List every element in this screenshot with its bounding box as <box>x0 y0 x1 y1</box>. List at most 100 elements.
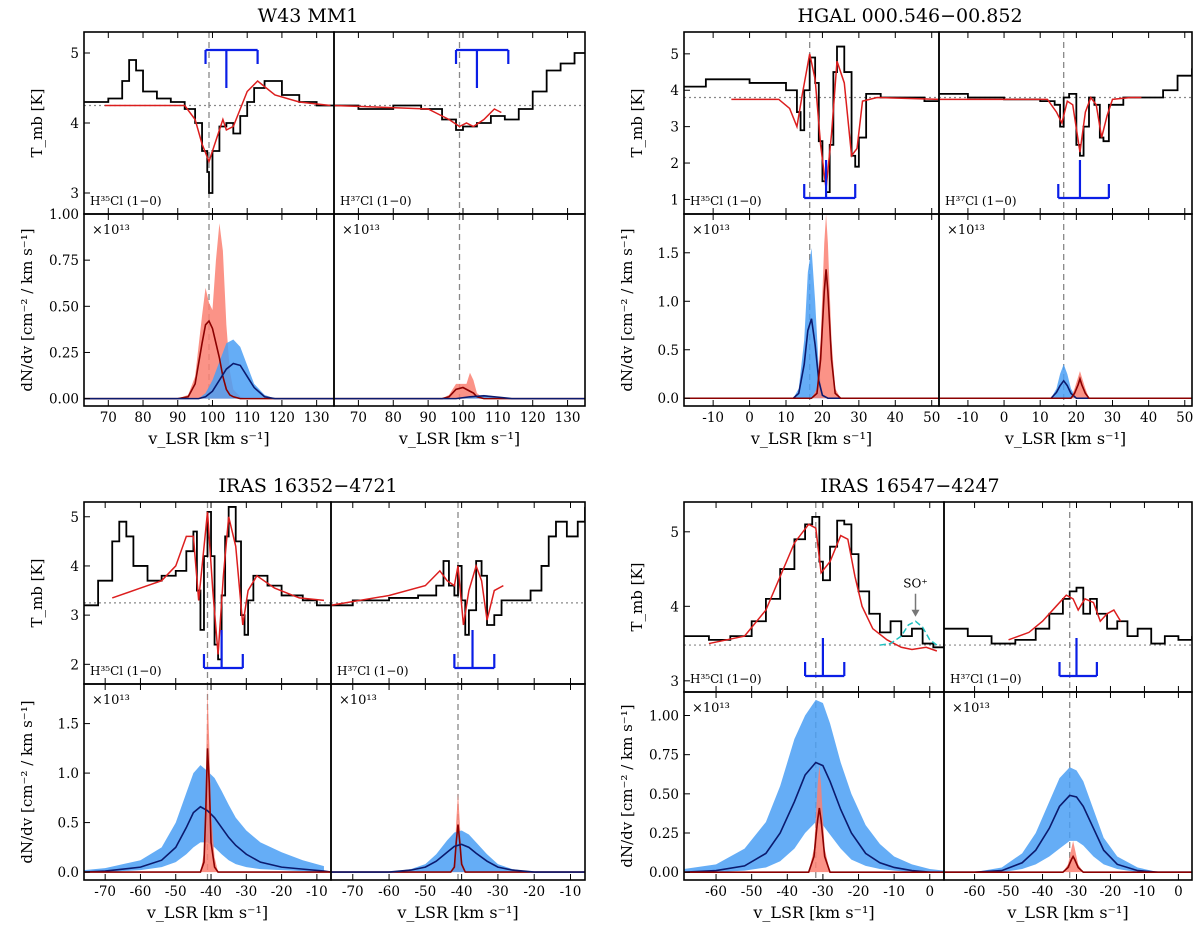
hfs-marker <box>803 638 846 678</box>
spectrum-panel <box>84 502 331 684</box>
x-tick-label: 70 <box>350 410 367 426</box>
x-tick-label: 10 <box>1032 410 1049 426</box>
median-line <box>684 807 944 873</box>
y-tick-label: 0.75 <box>649 748 679 764</box>
so-plus-fit-line <box>879 620 938 646</box>
fit-line <box>939 95 1142 153</box>
hfs-marker <box>803 160 857 200</box>
x-tick-label: -10 <box>883 884 905 900</box>
transition-label: H³⁵Cl (1−0) <box>690 194 762 208</box>
scale-label: ×10¹³ <box>692 701 730 716</box>
y-tick-label: 1.00 <box>649 709 679 725</box>
y-tick-label: 1.00 <box>49 207 79 223</box>
x-axis-label: v_LSR [km s⁻¹] <box>147 429 269 448</box>
uncertainty-band <box>442 372 484 399</box>
y-axis-label: dN/dv [cm⁻² / km s⁻¹] <box>618 228 636 391</box>
x-tick-label: 20 <box>814 410 831 426</box>
median-line <box>939 379 1192 400</box>
x-tick-label: 80 <box>134 410 151 426</box>
x-tick-label: 90 <box>169 410 186 426</box>
spectrum-frame <box>938 31 1193 215</box>
spectrum-panel <box>334 32 585 214</box>
fit-line <box>104 79 331 164</box>
x-tick-label: 50 <box>923 410 940 426</box>
median-line <box>944 794 1192 873</box>
x-tick-label: 120 <box>269 410 295 426</box>
x-tick-label: -60 <box>705 884 727 900</box>
chart-0: W43 MM1 H³⁵Cl (1−0) ×10¹³ 70 80 90 100 110 120 13… <box>18 5 586 448</box>
chart-title: IRAS 16352−4721 <box>218 475 397 497</box>
transition-label: H³⁷Cl (1−0) <box>337 664 409 678</box>
x-tick-label: 120 <box>520 410 546 426</box>
median-line <box>84 319 334 400</box>
y-tick-label: 2 <box>670 156 679 172</box>
x-tick-label: 130 <box>304 410 330 426</box>
transition-label: H³⁷Cl (1−0) <box>945 194 1017 208</box>
spectrum-line <box>331 506 585 636</box>
spectrum-panel <box>684 502 944 692</box>
y-tick-label: 1.0 <box>58 766 79 782</box>
fit-line <box>708 523 938 652</box>
spectrum-frame <box>683 501 945 693</box>
x-tick-label: 50 <box>1176 410 1193 426</box>
spectrum-panel <box>84 32 334 214</box>
chart-2: IRAS 16352−4721 H³⁵Cl (1−0) ×10¹³ -70 -60 -50… <box>18 475 586 922</box>
uncertainty-band <box>177 223 248 399</box>
scale-label: ×10¹³ <box>92 223 130 238</box>
x-tick-label: 30 <box>1104 410 1121 426</box>
y-axis-label: dN/dv [cm⁻² / km s⁻¹] <box>618 704 636 867</box>
x-tick-label: 20 <box>1068 410 1085 426</box>
y-tick-label: 0.5 <box>658 343 679 359</box>
x-tick-label: 110 <box>234 410 260 426</box>
median-line <box>939 376 1192 400</box>
x-tick-label: -50 <box>165 884 187 900</box>
y-tick-label: 0.5 <box>58 816 79 832</box>
median-line <box>684 761 944 873</box>
y-tick-label: 0.25 <box>49 345 79 361</box>
y-tick-label: 0.0 <box>58 865 79 881</box>
x-tick-label: 100 <box>200 410 226 426</box>
panel-1-0: H³⁵Cl (1−0) ×10¹³ -10 0 10 20 30 40 50 <box>683 31 940 426</box>
x-tick-label: -10 <box>702 410 724 426</box>
uncertainty-band <box>808 765 831 873</box>
column-density-panel <box>334 214 585 406</box>
y-tick-label: 5 <box>670 47 679 63</box>
spectrum-panel <box>944 502 1192 692</box>
y-axis-label: dN/dv [cm⁻² / km s⁻¹] <box>18 228 36 391</box>
x-tick-label: -50 <box>998 884 1020 900</box>
x-tick-label: -10 <box>306 884 328 900</box>
spectrum-line <box>334 52 585 131</box>
x-tick-label: 90 <box>420 410 437 426</box>
fit-line <box>731 53 939 189</box>
y-axis-label: T_mb [K] <box>28 558 46 627</box>
y-tick-label: 4 <box>670 599 679 615</box>
fit-line <box>331 563 504 626</box>
fit-line <box>111 511 325 655</box>
scale-label: ×10¹³ <box>947 223 985 238</box>
x-axis-label: v_LSR [km s⁻¹] <box>396 903 518 922</box>
uncertainty-band <box>84 765 324 873</box>
x-axis-label: v_LSR [km s⁻¹] <box>752 903 874 922</box>
x-tick-label: 0 <box>1000 410 1009 426</box>
column-density-panel <box>331 684 585 880</box>
y-tick-label: 0.00 <box>49 392 79 408</box>
median-line <box>334 386 585 400</box>
x-tick-label: 80 <box>385 410 402 426</box>
x-axis-label: v_LSR [km s⁻¹] <box>146 903 268 922</box>
y-tick-label: 4 <box>70 559 79 575</box>
median-line <box>84 748 331 873</box>
spectrum-line <box>944 586 1192 645</box>
transition-label: H³⁵Cl (1−0) <box>690 672 762 686</box>
scale-label: ×10¹³ <box>342 223 380 238</box>
x-tick-label: -60 <box>130 884 152 900</box>
spectrum-line <box>684 45 939 194</box>
spectrum-frame <box>943 501 1193 693</box>
x-tick-label: 40 <box>1140 410 1157 426</box>
y-tick-label: 0.00 <box>649 865 679 881</box>
spectrum-panel <box>939 32 1192 214</box>
x-tick-label: -10 <box>957 410 979 426</box>
x-axis-label: v_LSR [km s⁻¹] <box>1006 903 1128 922</box>
scale-label: ×10¹³ <box>92 693 130 708</box>
column-density-panel <box>84 214 334 406</box>
x-axis-label: v_LSR [km s⁻¹] <box>1004 429 1126 448</box>
